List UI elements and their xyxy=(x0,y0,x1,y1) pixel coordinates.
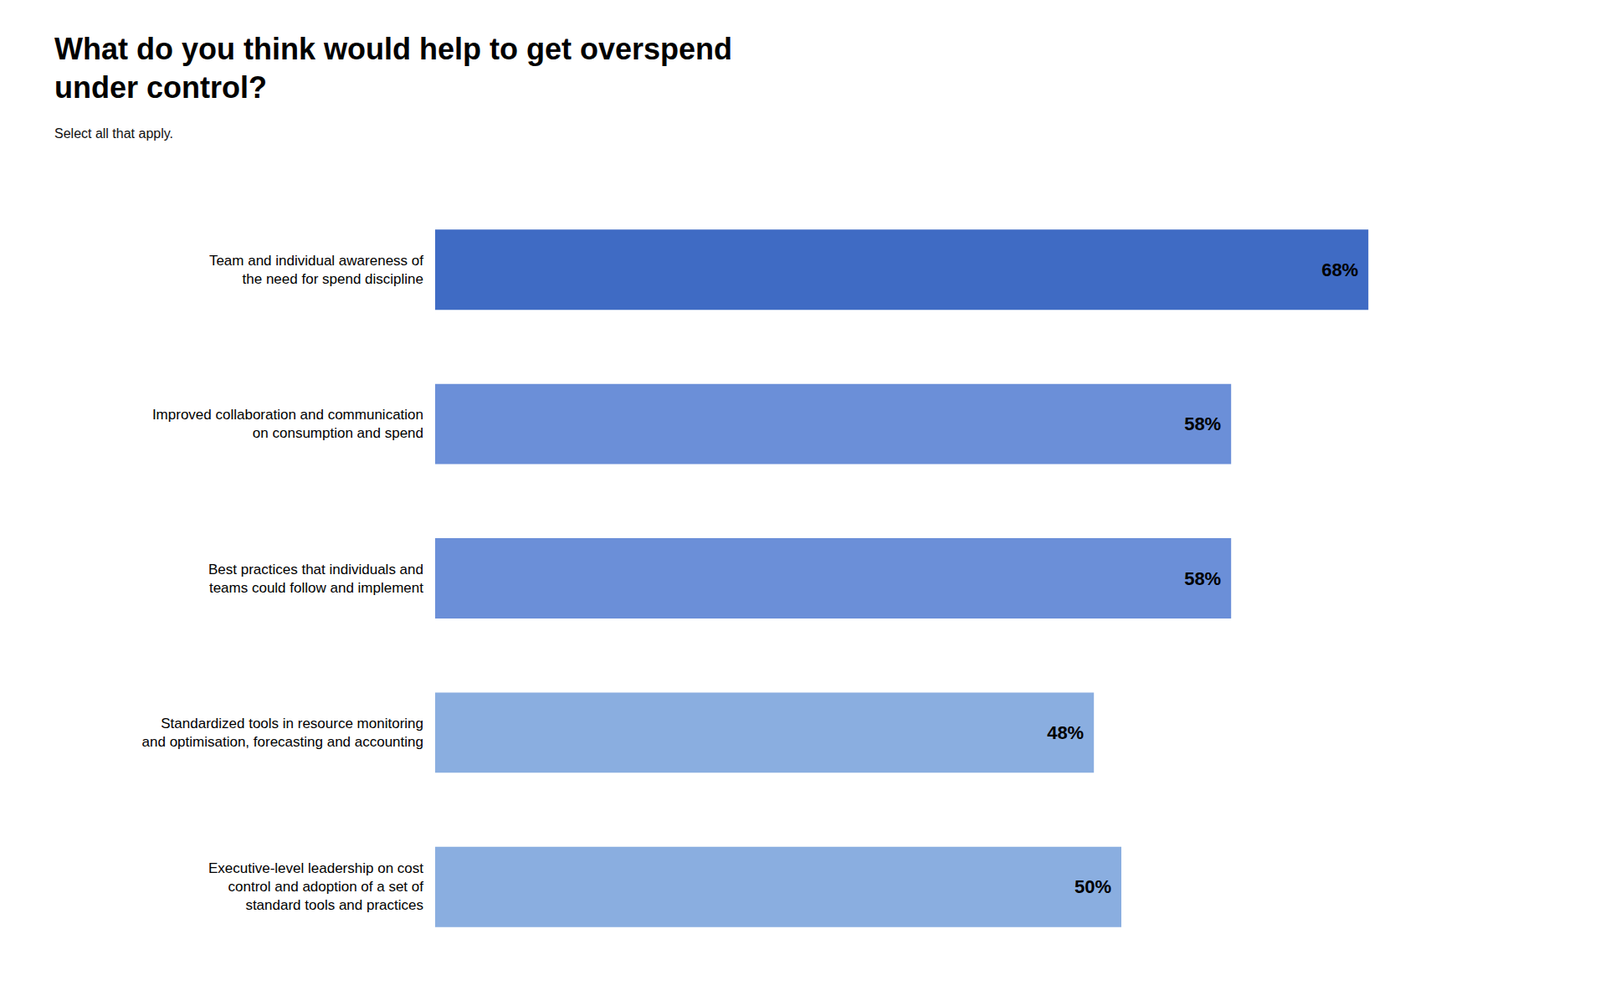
svg-text:Select all that apply.: Select all that apply. xyxy=(54,126,174,141)
svg-text:and optimisation, forecasting: and optimisation, forecasting and accoun… xyxy=(142,733,424,750)
svg-text:Improved collaboration and com: Improved collaboration and communication xyxy=(152,406,424,423)
svg-text:50%: 50% xyxy=(1074,876,1112,898)
svg-text:Executive-level leadership on: Executive-level leadership on cost xyxy=(208,860,424,877)
svg-text:on consumption and spend: on consumption and spend xyxy=(252,425,424,442)
svg-text:Team and individual awareness: Team and individual awareness of xyxy=(209,252,424,269)
svg-text:58%: 58% xyxy=(1184,413,1221,435)
svg-text:standard tools and practices: standard tools and practices xyxy=(245,897,424,913)
svg-text:the need for spend discipline: the need for spend discipline xyxy=(242,271,424,288)
svg-text:teams could follow and impleme: teams could follow and implement xyxy=(209,579,424,596)
svg-text:48%: 48% xyxy=(1046,722,1084,744)
svg-text:under control?: under control? xyxy=(54,70,267,105)
svg-text:control and adoption of a set: control and adoption of a set of xyxy=(228,878,425,895)
svg-text:Best practices that individual: Best practices that individuals and xyxy=(208,561,424,578)
svg-text:Standardized tools in resource: Standardized tools in resource monitorin… xyxy=(160,715,424,732)
svg-text:68%: 68% xyxy=(1321,259,1359,281)
svg-text:58%: 58% xyxy=(1184,568,1221,590)
svg-text:What do you think would help t: What do you think would help to get over… xyxy=(54,31,733,67)
